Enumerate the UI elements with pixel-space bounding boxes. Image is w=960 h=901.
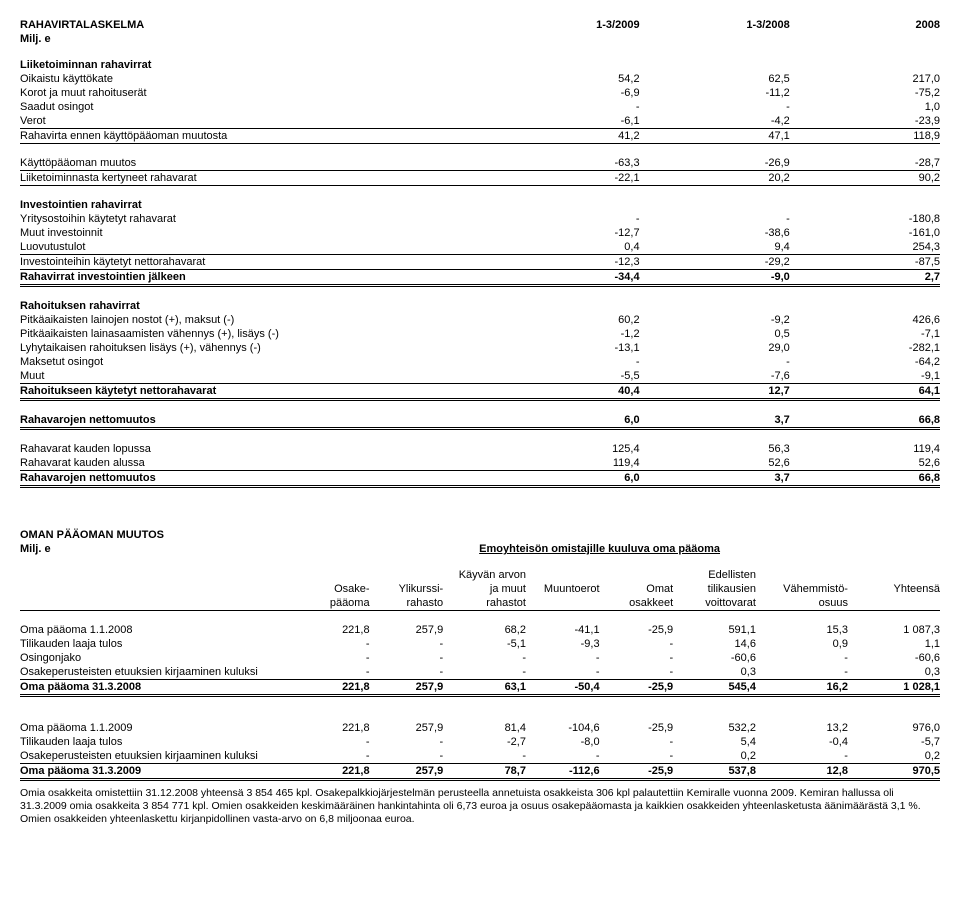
row-label: Tilikauden laaja tulos xyxy=(20,735,296,749)
row-label: Oma pääoma 1.1.2008 xyxy=(20,623,296,637)
row-label: Lyhytaikaisen rahoituksen lisäys (+), vä… xyxy=(20,341,489,355)
row-label: Pitkäaikaisten lainojen nostot (+), maks… xyxy=(20,313,489,327)
op-sub1-l: Rahavirta ennen käyttöpääoman muutosta xyxy=(20,129,489,144)
row-label: Pitkäaikaisten lainasaamisten vähennys (… xyxy=(20,327,489,341)
row-label: Korot ja muut rahoituserät xyxy=(20,86,489,100)
cashflow-title: RAHAVIRTALASKELMA xyxy=(20,18,489,32)
equity-title: OMAN PÄÄOMAN MUUTOS xyxy=(20,528,296,542)
footnote-text: Omia osakkeita omistettiin 31.12.2008 yh… xyxy=(20,787,940,826)
equity-table: OMAN PÄÄOMAN MUUTOS Milj. e Emoyhteisön … xyxy=(20,528,940,781)
row-label: Verot xyxy=(20,114,489,129)
cashflow-col2: 1-3/2008 xyxy=(640,18,790,32)
row-label: Luovutustulot xyxy=(20,240,489,255)
row-label: Maksetut osingot xyxy=(20,355,489,369)
inv-header: Investointien rahavirrat xyxy=(20,198,489,212)
row-label: Oikaistu käyttökate xyxy=(20,72,489,86)
row-label: Saadut osingot xyxy=(20,100,489,114)
row-label: Osakeperusteisten etuuksien kirjaaminen … xyxy=(20,749,296,764)
fin-header: Rahoituksen rahavirrat xyxy=(20,299,489,313)
row-label: Oma pääoma 31.3.2008 xyxy=(20,680,296,696)
equity-subtitle: Emoyhteisön omistajille kuuluva oma pääo… xyxy=(443,542,756,556)
row-label: Osakeperusteisten etuuksien kirjaaminen … xyxy=(20,665,296,680)
row-label: Oma pääoma 31.3.2009 xyxy=(20,764,296,780)
equity-unit: Milj. e xyxy=(20,542,296,556)
row-label: Yritysostoihin käytetyt rahavarat xyxy=(20,212,489,226)
cashflow-unit: Milj. e xyxy=(20,32,489,46)
cashflow-col3: 2008 xyxy=(790,18,940,32)
row-label: Osingonjako xyxy=(20,651,296,665)
row-label: Muut investoinnit xyxy=(20,226,489,240)
row-label: Käyttöpääoman muutos xyxy=(20,156,489,171)
op-header: Liiketoiminnan rahavirrat xyxy=(20,58,489,72)
row-label: Oma pääoma 1.1.2009 xyxy=(20,721,296,735)
cashflow-table: RAHAVIRTALASKELMA 1-3/2009 1-3/2008 2008… xyxy=(20,18,940,488)
row-label: Tilikauden laaja tulos xyxy=(20,637,296,651)
cashflow-col1: 1-3/2009 xyxy=(489,18,639,32)
row-label: Muut xyxy=(20,369,489,384)
